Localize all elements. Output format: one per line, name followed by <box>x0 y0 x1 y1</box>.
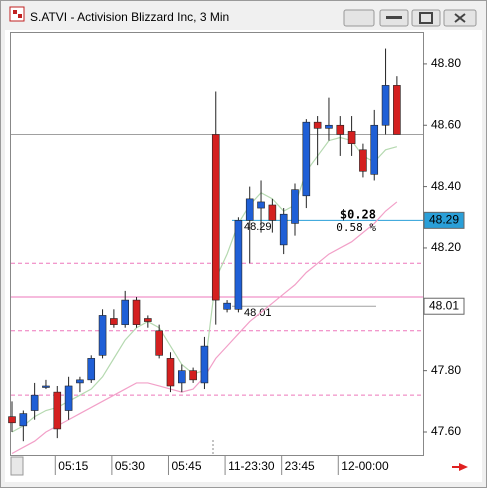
window-title: S.ATVI - Activision Blizzard Inc, 3 Min <box>30 10 229 24</box>
x-tick-label: 23:45 <box>285 459 315 473</box>
price-tag <box>423 297 465 315</box>
candle-body <box>336 124 345 135</box>
candle-body <box>200 345 209 384</box>
candle-body <box>279 213 288 246</box>
candle-body <box>291 189 299 224</box>
candle-body <box>257 201 265 209</box>
candle-body <box>121 299 129 325</box>
minimize-icon <box>386 16 402 19</box>
x-tick-label: 11-23:30 <box>228 459 275 473</box>
y-tick-label: 48.60 <box>431 117 461 131</box>
candle-body <box>30 394 39 411</box>
candle-body <box>370 124 379 175</box>
candle-body <box>42 385 50 388</box>
candle-body <box>381 85 390 126</box>
candle-body <box>8 416 16 424</box>
candle-body <box>393 85 401 135</box>
candle-body <box>19 413 28 427</box>
y-tick-label: 47.60 <box>431 424 461 438</box>
candle-body <box>189 370 197 381</box>
x-tick-label: 05:45 <box>171 459 201 473</box>
annotation: $0.28 <box>340 208 376 222</box>
price-tag-label: 48.29 <box>429 213 459 227</box>
reference-label: 48.01 <box>244 307 272 319</box>
candle-body <box>325 124 333 129</box>
y-tick-label: 48.40 <box>431 179 461 193</box>
candle-body <box>359 149 367 172</box>
candle-body <box>211 134 220 301</box>
candle-body <box>268 204 277 221</box>
candle-body <box>87 358 96 381</box>
close-icon <box>454 13 466 23</box>
candle-body <box>76 379 84 384</box>
x-tick-label: 05:30 <box>115 459 145 473</box>
link-button[interactable] <box>343 9 375 27</box>
scroll-handle[interactable] <box>10 456 24 476</box>
candle-body <box>144 318 152 322</box>
candle-body <box>53 391 62 430</box>
app-icon-mark <box>18 14 22 18</box>
candle-body <box>132 299 141 325</box>
candle-body <box>347 131 356 144</box>
candle-body <box>234 220 243 310</box>
y-tick-label: 47.80 <box>431 363 461 377</box>
candle-body <box>64 385 73 411</box>
candle-body <box>223 302 231 310</box>
annotation: 0.58 % <box>336 221 376 234</box>
price-tag <box>423 211 465 229</box>
candle-body <box>245 198 254 221</box>
app-icon-mark <box>13 10 17 14</box>
candle-body <box>155 330 163 356</box>
scroll-arrow[interactable] <box>452 463 468 471</box>
y-tick-label: 48.20 <box>431 240 461 254</box>
candle-body <box>178 370 186 384</box>
maximize-icon <box>419 12 433 24</box>
candle-body <box>313 121 322 129</box>
y-tick-label: 48.80 <box>431 56 461 70</box>
candle-body <box>302 121 311 197</box>
price-tag-label: 48.01 <box>429 298 459 312</box>
x-tick-label: 12-00:00 <box>341 459 389 473</box>
candle-body <box>110 318 118 325</box>
x-tick-label: 05:15 <box>58 459 88 473</box>
candle-body <box>166 358 175 387</box>
reference-label: 48.29 <box>244 221 272 233</box>
candle-body <box>98 315 107 356</box>
